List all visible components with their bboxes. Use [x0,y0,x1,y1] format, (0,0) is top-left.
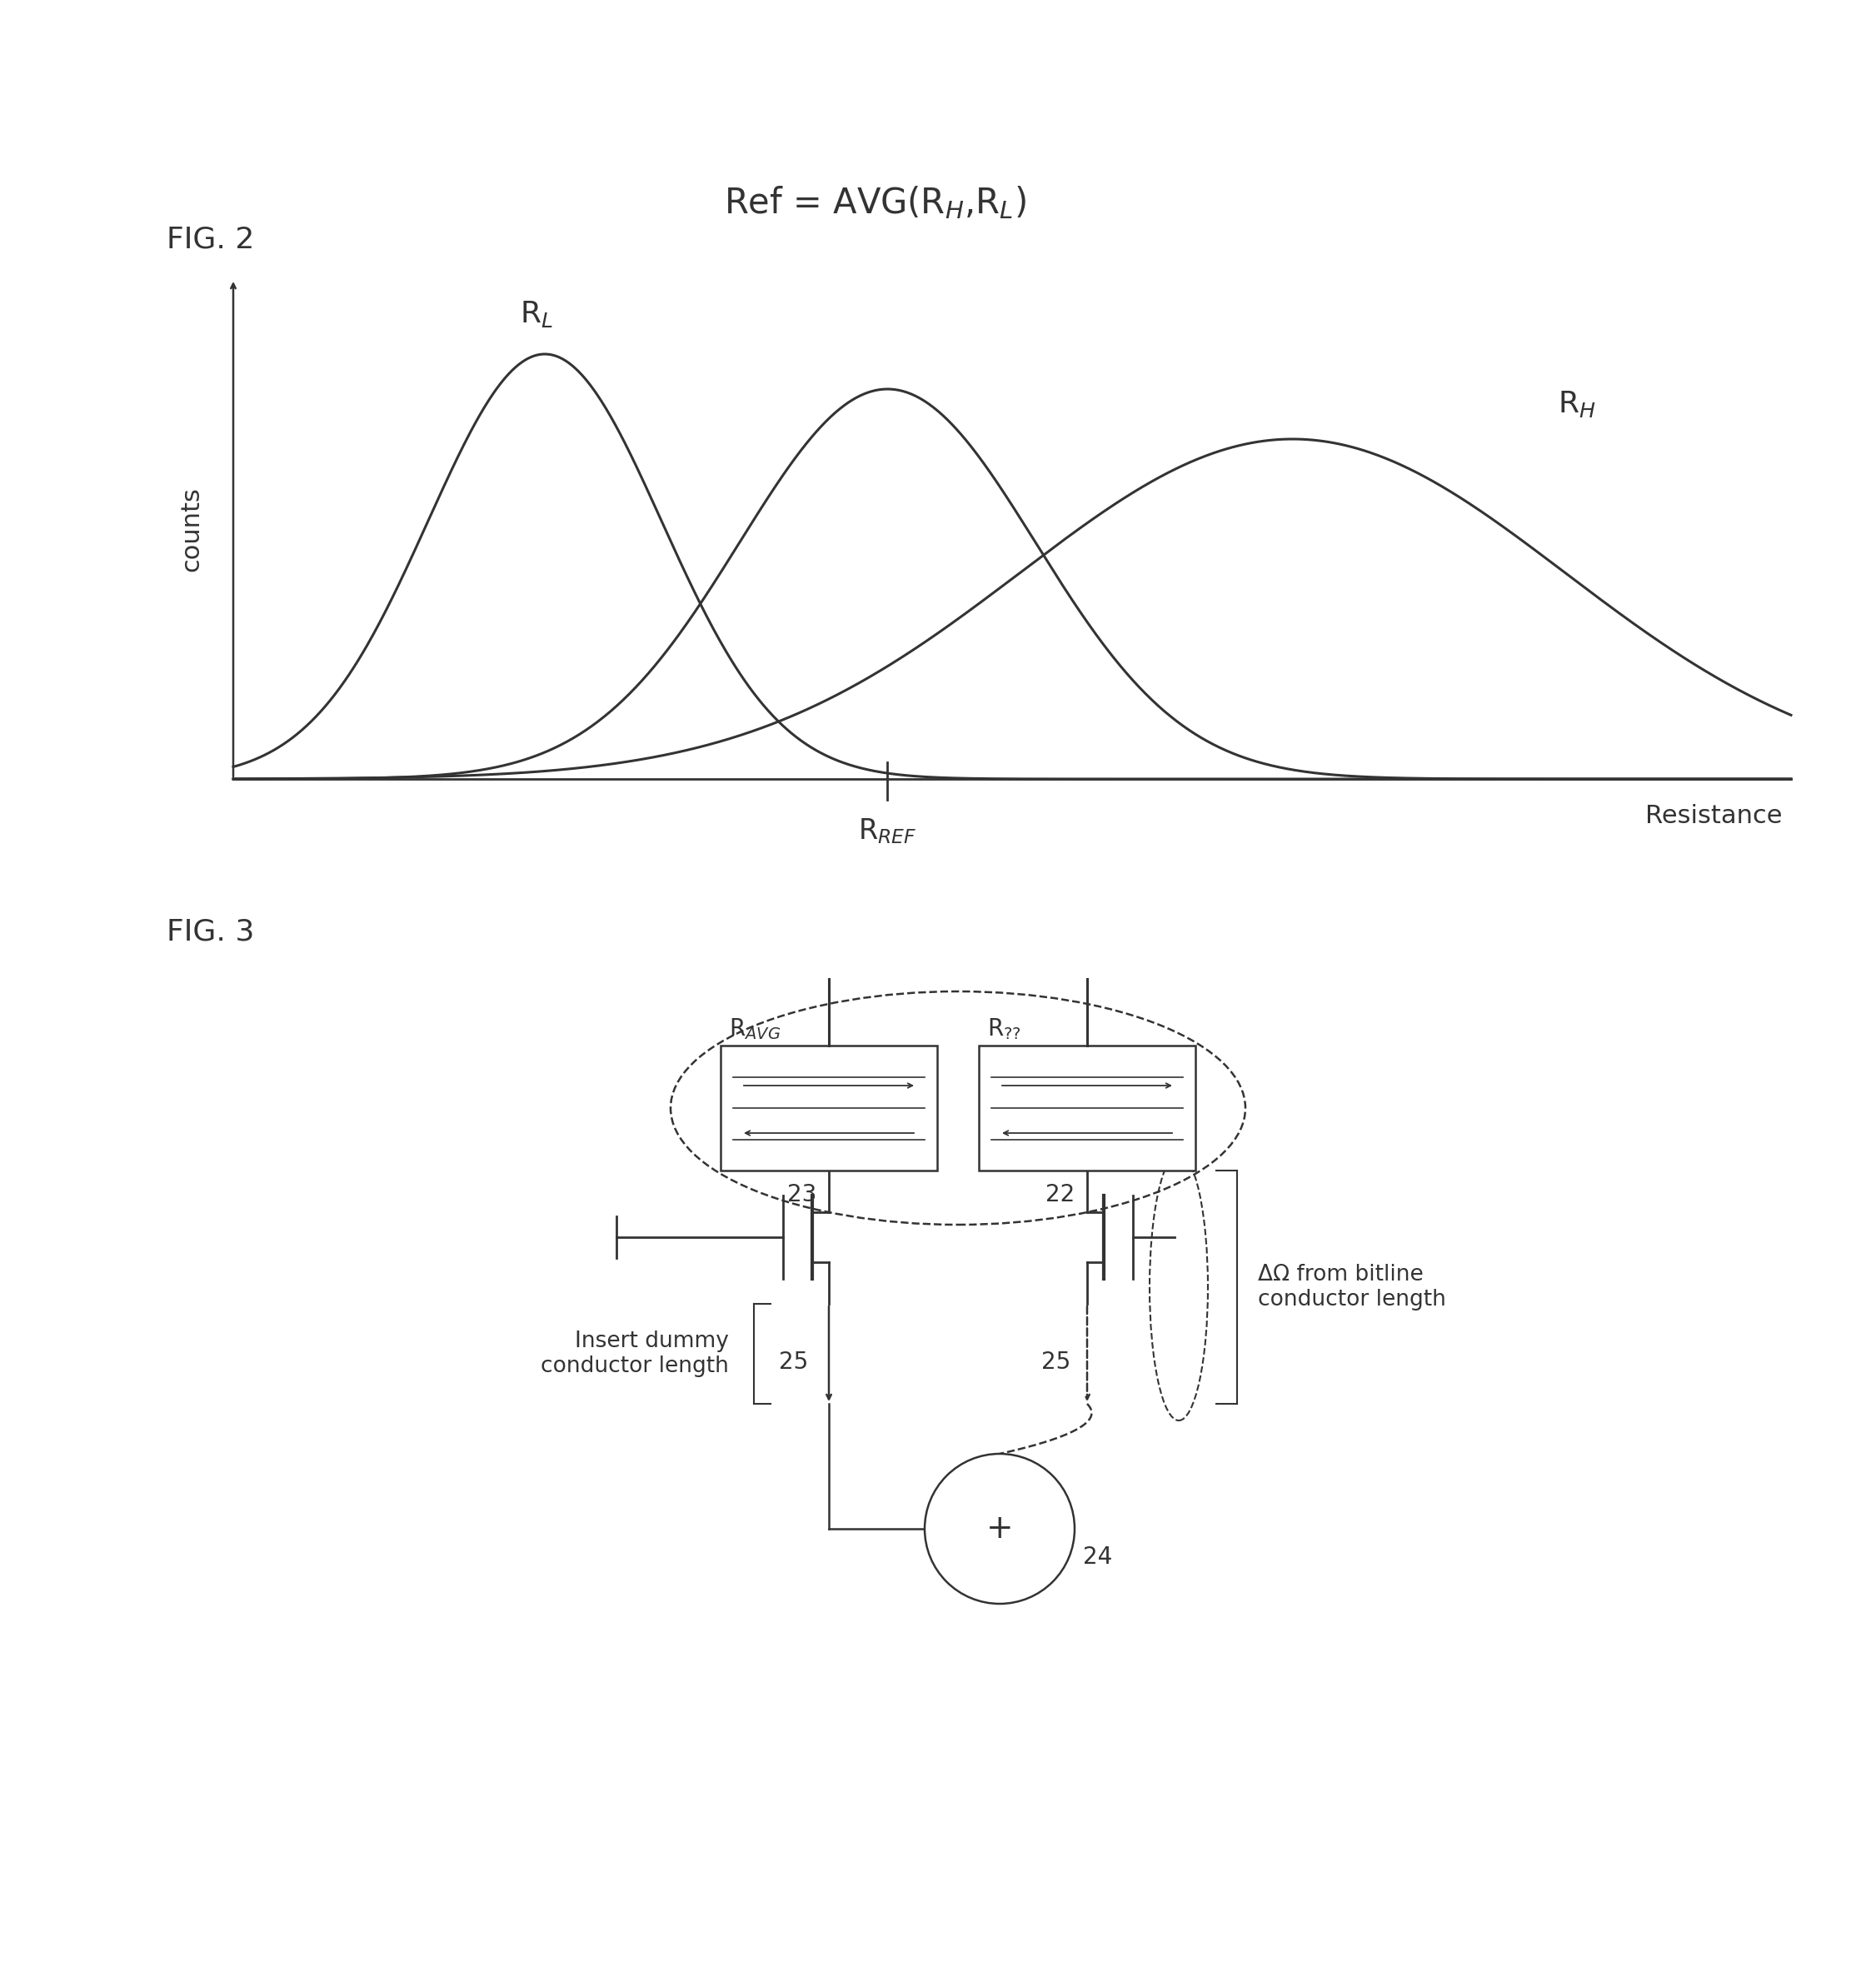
Text: FIG. 3: FIG. 3 [167,918,255,946]
Text: 25: 25 [1041,1351,1071,1373]
Text: counts: counts [180,487,204,572]
Text: Ref = AVG(R$_H$,R$_L$): Ref = AVG(R$_H$,R$_L$) [724,185,1026,221]
Circle shape [925,1454,1075,1604]
Text: R$_{AVG}$: R$_{AVG}$ [730,1017,780,1041]
Text: 25: 25 [779,1351,809,1373]
Bar [979,1045,1195,1170]
Text: R$_L$: R$_L$ [520,300,553,330]
Text: 23: 23 [788,1182,816,1206]
Text: Insert dummy
conductor length: Insert dummy conductor length [540,1331,730,1377]
Text: Resistance: Resistance [1645,805,1782,829]
Bar [720,1045,938,1170]
Text: 22: 22 [1045,1182,1075,1206]
Text: R$_{REF}$: R$_{REF}$ [857,817,917,844]
Text: +: + [987,1512,1013,1544]
Text: R$_H$: R$_H$ [1557,389,1595,419]
Text: 24: 24 [1082,1546,1112,1570]
Text: FIG. 2: FIG. 2 [167,227,255,254]
Text: ΔΩ from bitline
conductor length: ΔΩ from bitline conductor length [1259,1264,1446,1311]
Text: R$_{??}$: R$_{??}$ [987,1017,1021,1041]
